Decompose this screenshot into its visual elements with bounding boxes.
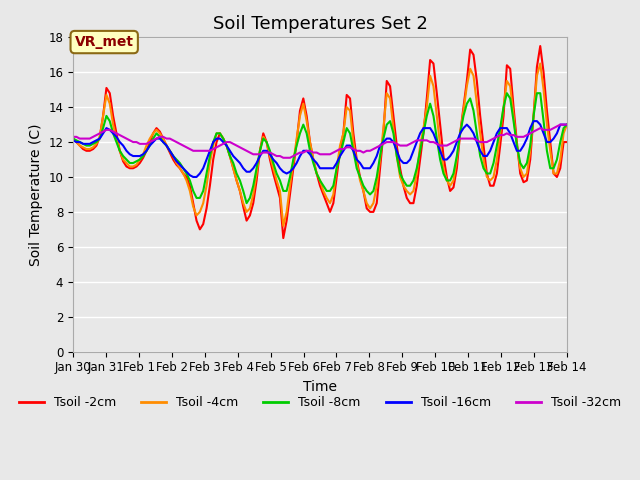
Legend: Tsoil -2cm, Tsoil -4cm, Tsoil -8cm, Tsoil -16cm, Tsoil -32cm: Tsoil -2cm, Tsoil -4cm, Tsoil -8cm, Tsoi… bbox=[14, 391, 626, 414]
Tsoil -16cm bbox=[156, 136, 164, 142]
Tsoil -2cm bbox=[186, 183, 194, 189]
Line: Tsoil -4cm: Tsoil -4cm bbox=[73, 63, 567, 226]
Tsoil -2cm bbox=[189, 200, 197, 206]
Y-axis label: Soil Temperature (C): Soil Temperature (C) bbox=[29, 123, 43, 266]
Tsoil -8cm bbox=[396, 170, 404, 176]
X-axis label: Time: Time bbox=[303, 380, 337, 394]
Tsoil -16cm bbox=[289, 166, 297, 171]
Tsoil -16cm bbox=[563, 122, 571, 128]
Tsoil -32cm bbox=[156, 134, 164, 140]
Tsoil -2cm bbox=[396, 166, 404, 171]
Tsoil -4cm bbox=[186, 188, 194, 194]
Tsoil -16cm bbox=[193, 174, 200, 180]
Tsoil -4cm bbox=[132, 162, 140, 168]
Tsoil -8cm bbox=[563, 122, 571, 128]
Line: Tsoil -32cm: Tsoil -32cm bbox=[73, 125, 567, 158]
Tsoil -2cm bbox=[563, 139, 571, 145]
Tsoil -32cm bbox=[563, 122, 571, 128]
Tsoil -32cm bbox=[280, 155, 287, 161]
Tsoil -32cm bbox=[186, 146, 194, 152]
Tsoil -8cm bbox=[189, 188, 197, 194]
Line: Tsoil -16cm: Tsoil -16cm bbox=[73, 121, 567, 177]
Tsoil -8cm bbox=[156, 134, 164, 140]
Tsoil -16cm bbox=[396, 156, 404, 162]
Tsoil -32cm bbox=[289, 153, 297, 159]
Tsoil -32cm bbox=[396, 143, 404, 148]
Tsoil -2cm bbox=[536, 43, 544, 49]
Title: Soil Temperatures Set 2: Soil Temperatures Set 2 bbox=[212, 15, 428, 33]
Tsoil -4cm bbox=[69, 136, 77, 142]
Tsoil -2cm bbox=[289, 166, 297, 171]
Tsoil -8cm bbox=[69, 136, 77, 142]
Text: VR_met: VR_met bbox=[75, 35, 134, 49]
Tsoil -8cm bbox=[132, 158, 140, 164]
Tsoil -8cm bbox=[243, 200, 250, 206]
Tsoil -4cm bbox=[280, 223, 287, 229]
Tsoil -16cm bbox=[186, 172, 194, 178]
Tsoil -2cm bbox=[132, 164, 140, 169]
Tsoil -32cm bbox=[132, 139, 140, 145]
Tsoil -2cm bbox=[69, 136, 77, 142]
Tsoil -8cm bbox=[186, 178, 194, 183]
Tsoil -2cm bbox=[156, 129, 164, 134]
Tsoil -8cm bbox=[289, 156, 297, 162]
Line: Tsoil -2cm: Tsoil -2cm bbox=[73, 46, 567, 238]
Tsoil -4cm bbox=[289, 160, 297, 166]
Tsoil -32cm bbox=[189, 148, 197, 154]
Tsoil -4cm bbox=[563, 122, 571, 128]
Tsoil -4cm bbox=[396, 174, 404, 180]
Tsoil -32cm bbox=[556, 122, 564, 128]
Tsoil -16cm bbox=[530, 118, 538, 124]
Tsoil -16cm bbox=[69, 137, 77, 143]
Tsoil -8cm bbox=[503, 90, 511, 96]
Tsoil -16cm bbox=[189, 174, 197, 180]
Tsoil -2cm bbox=[280, 235, 287, 241]
Tsoil -4cm bbox=[156, 131, 164, 136]
Line: Tsoil -8cm: Tsoil -8cm bbox=[73, 93, 567, 203]
Tsoil -32cm bbox=[69, 134, 77, 140]
Tsoil -4cm bbox=[536, 60, 544, 66]
Tsoil -4cm bbox=[189, 204, 197, 210]
Tsoil -16cm bbox=[132, 153, 140, 159]
